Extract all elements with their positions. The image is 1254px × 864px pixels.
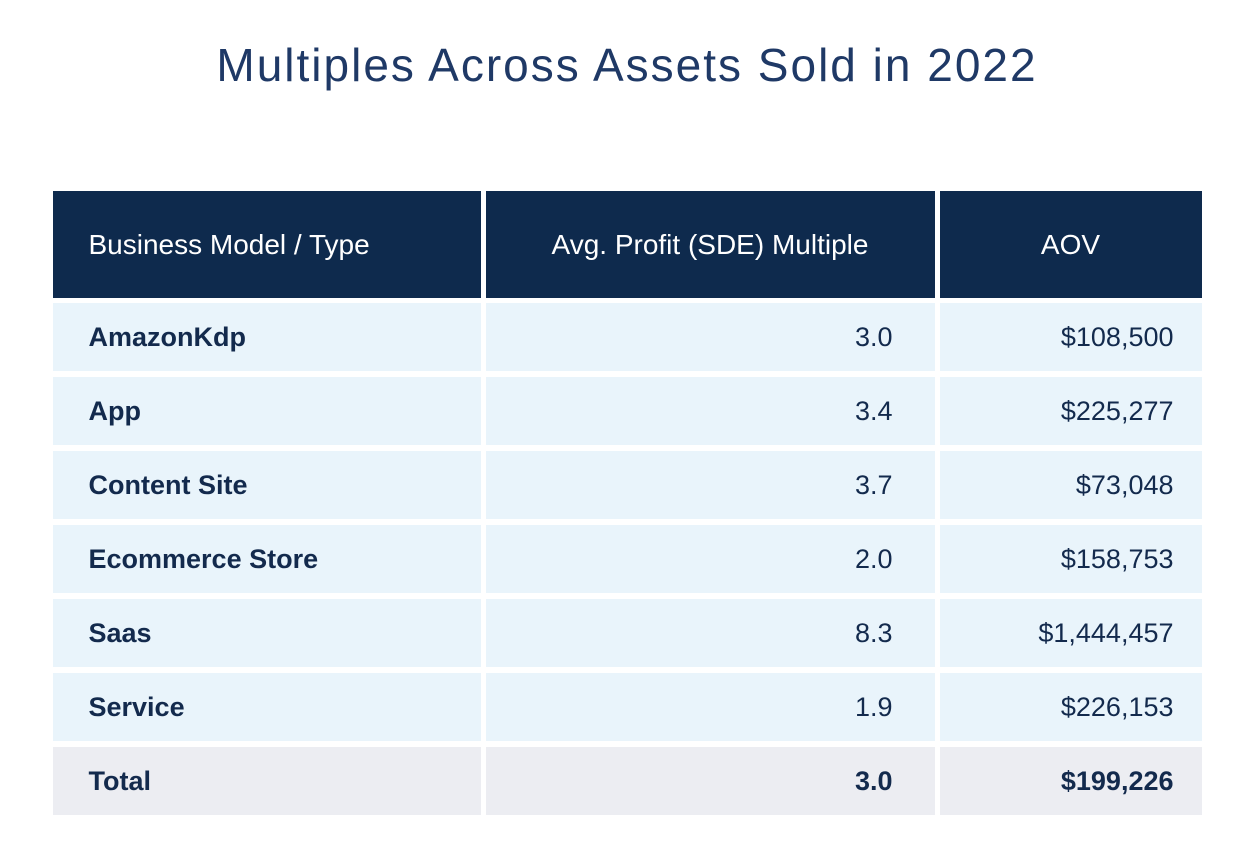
table-header-row: Business Model / Type Avg. Profit (SDE) … — [52, 191, 1202, 299]
row-aov-value: $199,226 — [939, 747, 1202, 816]
table-row: Service 1.9 $226,153 — [52, 673, 1202, 742]
row-aov-value: $225,277 — [939, 377, 1202, 446]
row-aov-value: $108,500 — [939, 303, 1202, 372]
row-label: Total — [52, 747, 481, 816]
row-label: Service — [52, 673, 481, 742]
row-multiple-value: 3.7 — [485, 451, 935, 520]
table-row: Ecommerce Store 2.0 $158,753 — [52, 525, 1202, 594]
row-multiple-value: 3.4 — [485, 377, 935, 446]
row-aov-value: $1,444,457 — [939, 599, 1202, 668]
row-label: AmazonKdp — [52, 303, 481, 372]
row-label: App — [52, 377, 481, 446]
table-row: App 3.4 $225,277 — [52, 377, 1202, 446]
column-header-aov: AOV — [939, 191, 1202, 299]
page-title: Multiples Across Assets Sold in 2022 — [216, 39, 1038, 91]
row-label: Saas — [52, 599, 481, 668]
table-row: Total 3.0 $199,226 — [52, 747, 1202, 816]
row-label: Content Site — [52, 451, 481, 520]
row-label: Ecommerce Store — [52, 525, 481, 594]
row-multiple-value: 3.0 — [485, 747, 935, 816]
multiples-table: Business Model / Type Avg. Profit (SDE) … — [52, 191, 1202, 816]
table-row: AmazonKdp 3.0 $108,500 — [52, 303, 1202, 372]
table-row: Saas 8.3 $1,444,457 — [52, 599, 1202, 668]
row-multiple-value: 2.0 — [485, 525, 935, 594]
row-aov-value: $158,753 — [939, 525, 1202, 594]
column-header-sde-multiple: Avg. Profit (SDE) Multiple — [485, 191, 935, 299]
row-multiple-value: 1.9 — [485, 673, 935, 742]
table-body: AmazonKdp 3.0 $108,500 App 3.4 $225,277 … — [52, 303, 1202, 816]
row-aov-value: $73,048 — [939, 451, 1202, 520]
row-multiple-value: 8.3 — [485, 599, 935, 668]
column-header-business-model: Business Model / Type — [52, 191, 481, 299]
row-multiple-value: 3.0 — [485, 303, 935, 372]
table-row: Content Site 3.7 $73,048 — [52, 451, 1202, 520]
row-aov-value: $226,153 — [939, 673, 1202, 742]
